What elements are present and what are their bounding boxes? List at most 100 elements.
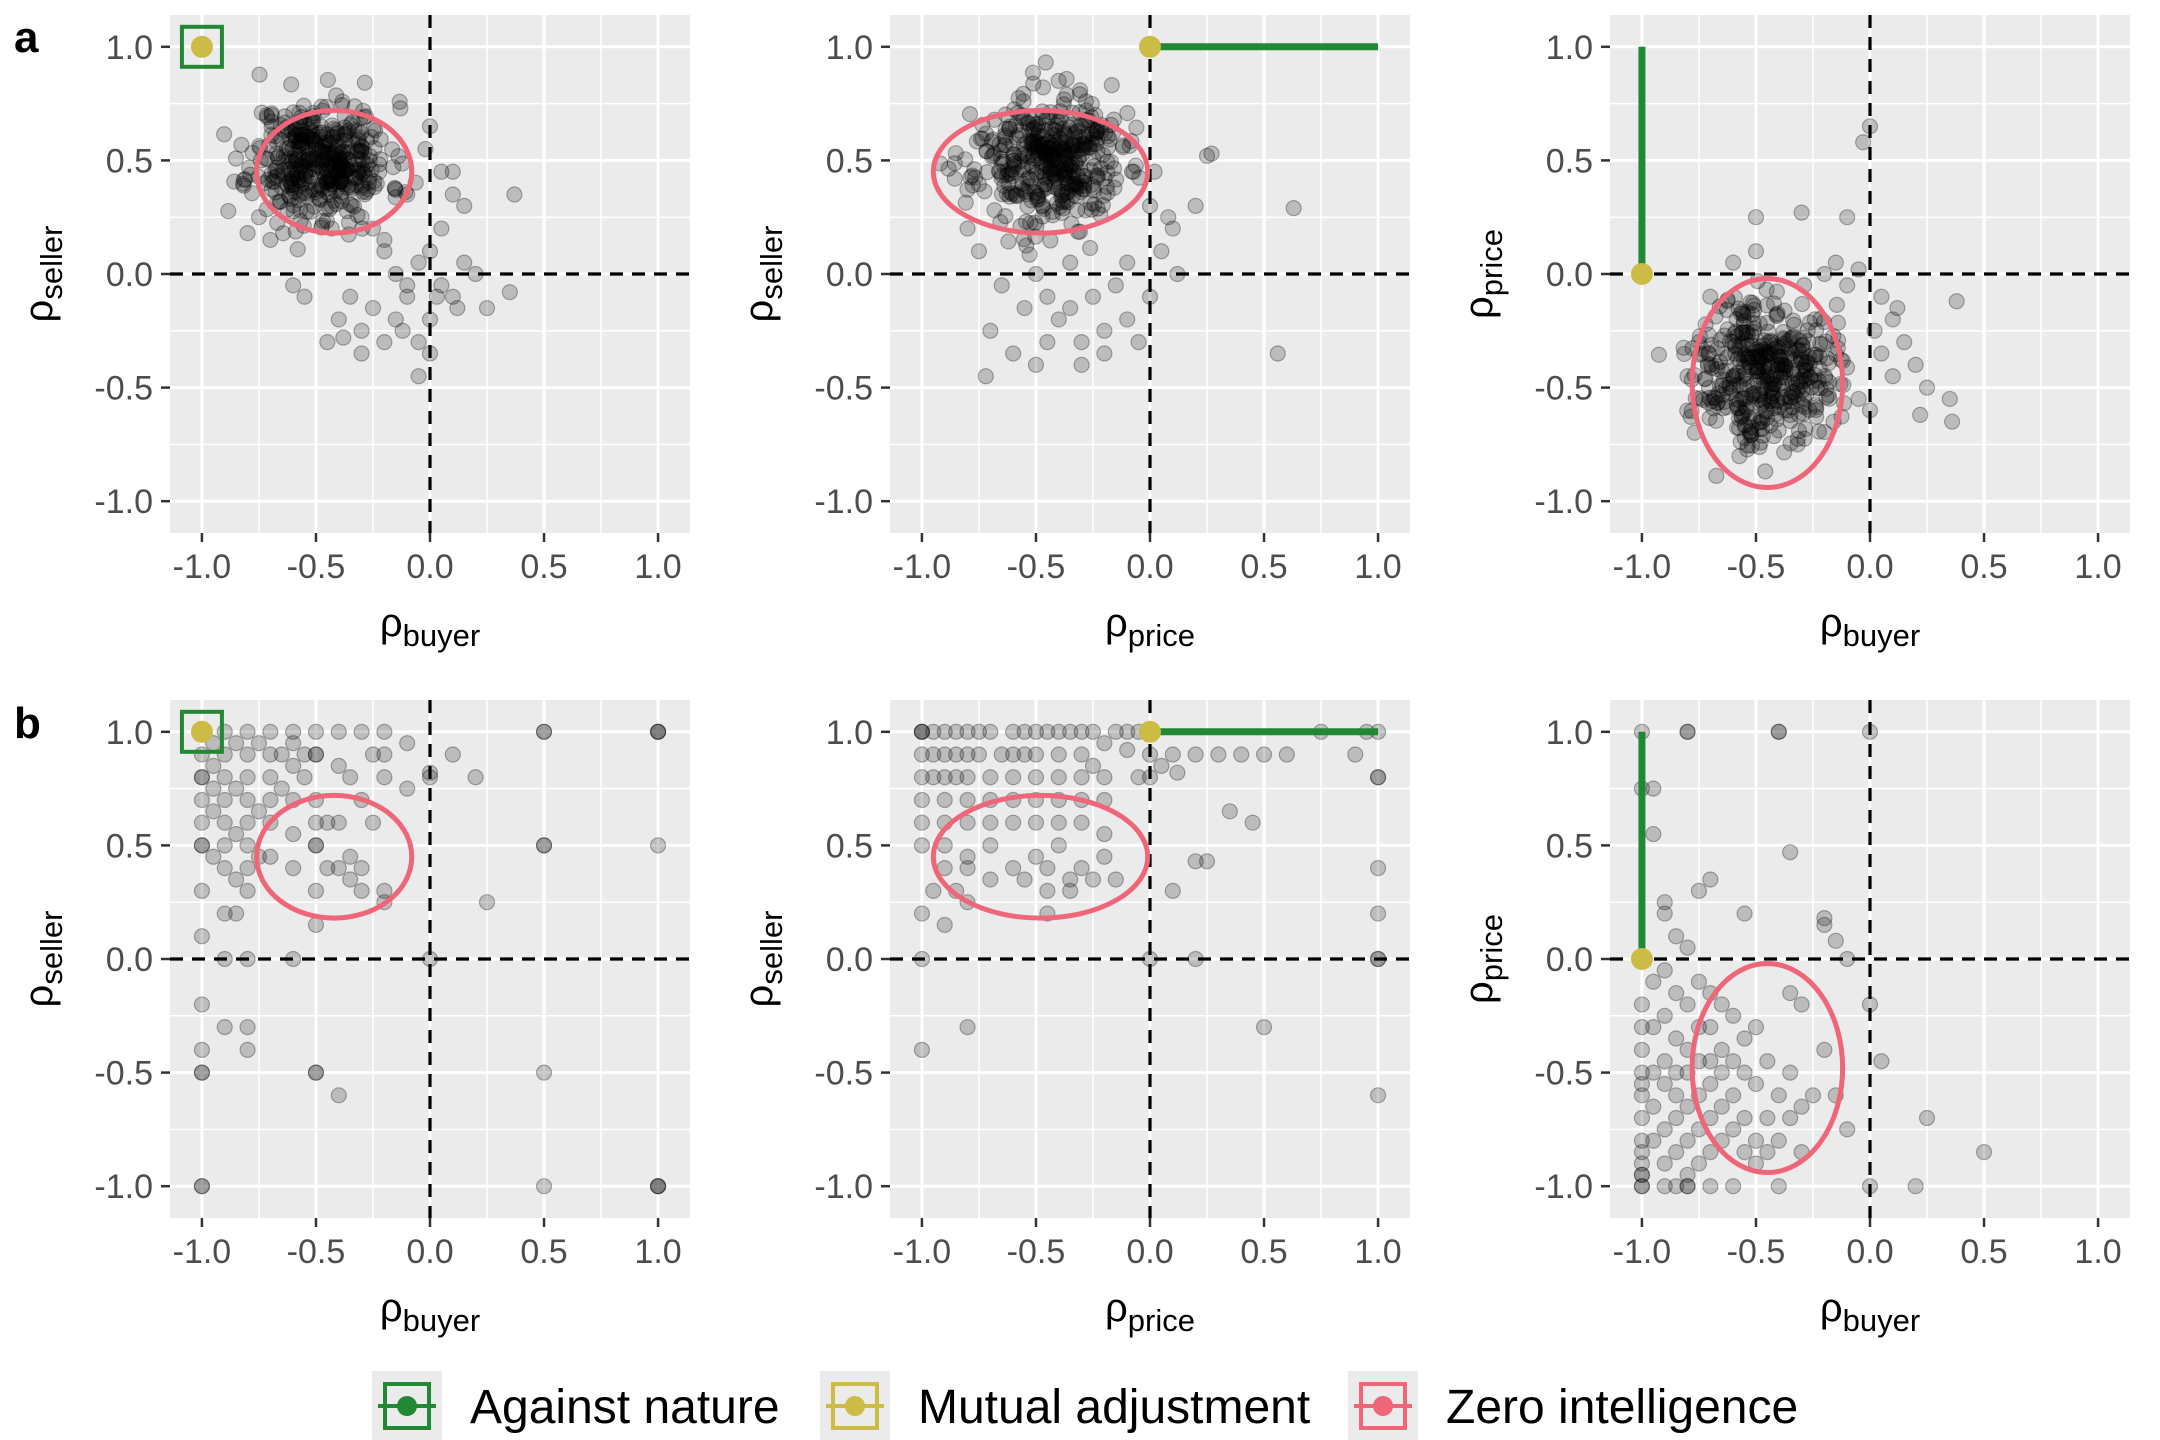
data-point [1038, 157, 1055, 174]
data-point [328, 154, 345, 171]
data-point [1719, 349, 1736, 366]
data-point [1024, 122, 1041, 139]
data-point [1754, 379, 1771, 396]
data-point [1761, 359, 1778, 376]
data-point [1269, 345, 1286, 362]
data-point [1014, 147, 1031, 164]
data-point [386, 179, 404, 197]
data-point [321, 172, 338, 189]
data-point [417, 140, 434, 158]
data-point [970, 746, 988, 763]
data-point [1057, 163, 1074, 180]
data-point [970, 176, 987, 193]
data-point [1056, 125, 1073, 143]
data-point [1776, 357, 1794, 375]
data-point [444, 186, 461, 203]
data-point [239, 882, 256, 899]
data-point [285, 825, 302, 843]
data-point [1734, 324, 1751, 341]
data-point [318, 162, 335, 179]
data-point [1747, 209, 1765, 226]
data-point [1074, 181, 1092, 198]
data-point [1645, 1019, 1662, 1036]
data-point [1169, 764, 1186, 781]
data-point [314, 212, 331, 230]
data-point [330, 176, 347, 193]
data-point [330, 1087, 347, 1104]
data-point [1722, 384, 1739, 401]
data-point [1734, 404, 1751, 422]
data-point [366, 178, 383, 196]
data-point [1774, 338, 1791, 356]
data-point [1055, 141, 1072, 158]
x-tick-label: 0.0 [406, 1233, 453, 1271]
data-point [353, 138, 370, 155]
data-point [342, 848, 359, 865]
data-point [421, 764, 439, 781]
data-point [268, 159, 285, 176]
data-point [1817, 380, 1835, 398]
data-point [1067, 178, 1084, 195]
data-point [1780, 402, 1797, 419]
y-tick-label: 0.5 [106, 142, 153, 180]
data-point [1027, 150, 1045, 167]
data-point [1861, 402, 1879, 419]
data-point [1776, 369, 1793, 386]
data-point [1752, 347, 1769, 365]
data-point [1107, 277, 1124, 294]
data-point [1776, 302, 1793, 319]
data-point [1763, 380, 1781, 397]
data-point [1099, 184, 1116, 201]
data-point [1866, 322, 1883, 339]
data-point [287, 126, 304, 144]
data-point [302, 168, 319, 186]
data-point [376, 231, 393, 249]
data-point [205, 757, 222, 774]
scatter-panels: -1.0-1.0-0.5-0.50.00.00.50.51.01.0ρbuyer… [17, 15, 2130, 1338]
data-point [1807, 396, 1824, 413]
data-points [932, 54, 1302, 385]
data-point [1064, 142, 1081, 159]
data-point [1055, 124, 1072, 141]
data-point [1795, 373, 1812, 390]
data-point [1795, 329, 1812, 346]
data-point [308, 184, 325, 201]
data-point [321, 136, 338, 154]
y-tick-label: 0.0 [826, 256, 873, 294]
data-point [1733, 324, 1750, 342]
data-point [1058, 127, 1075, 144]
data-point [1765, 295, 1783, 312]
data-point [1769, 392, 1786, 409]
data-point [356, 186, 373, 203]
data-point [323, 155, 340, 172]
data-point [1700, 394, 1717, 411]
data-point [339, 140, 356, 157]
data-point [1740, 349, 1758, 367]
data-point [1755, 349, 1772, 366]
data-point [1004, 185, 1021, 202]
data-point [1034, 208, 1051, 225]
data-point [1728, 328, 1746, 345]
data-point [977, 368, 994, 385]
data-point [311, 158, 328, 175]
row-label-b: b [14, 699, 41, 748]
data-point [1795, 358, 1813, 375]
data-point [1773, 356, 1790, 373]
data-point [1745, 385, 1762, 402]
data-point [332, 155, 349, 173]
data-point [1805, 372, 1822, 389]
data-point [1700, 379, 1718, 396]
data-point [1187, 950, 1204, 968]
y-axis-subscript: seller [34, 911, 69, 985]
x-axis-title: ρbuyer [380, 1286, 480, 1338]
data-point [1024, 150, 1042, 167]
data-point [1076, 134, 1093, 152]
data-point [1087, 122, 1104, 139]
data-point [1752, 338, 1769, 355]
data-point [1736, 429, 1753, 447]
data-point [982, 769, 999, 786]
data-point [1889, 299, 1906, 317]
data-point [1066, 126, 1084, 143]
data-point [1777, 358, 1794, 375]
data-point [1751, 315, 1768, 332]
